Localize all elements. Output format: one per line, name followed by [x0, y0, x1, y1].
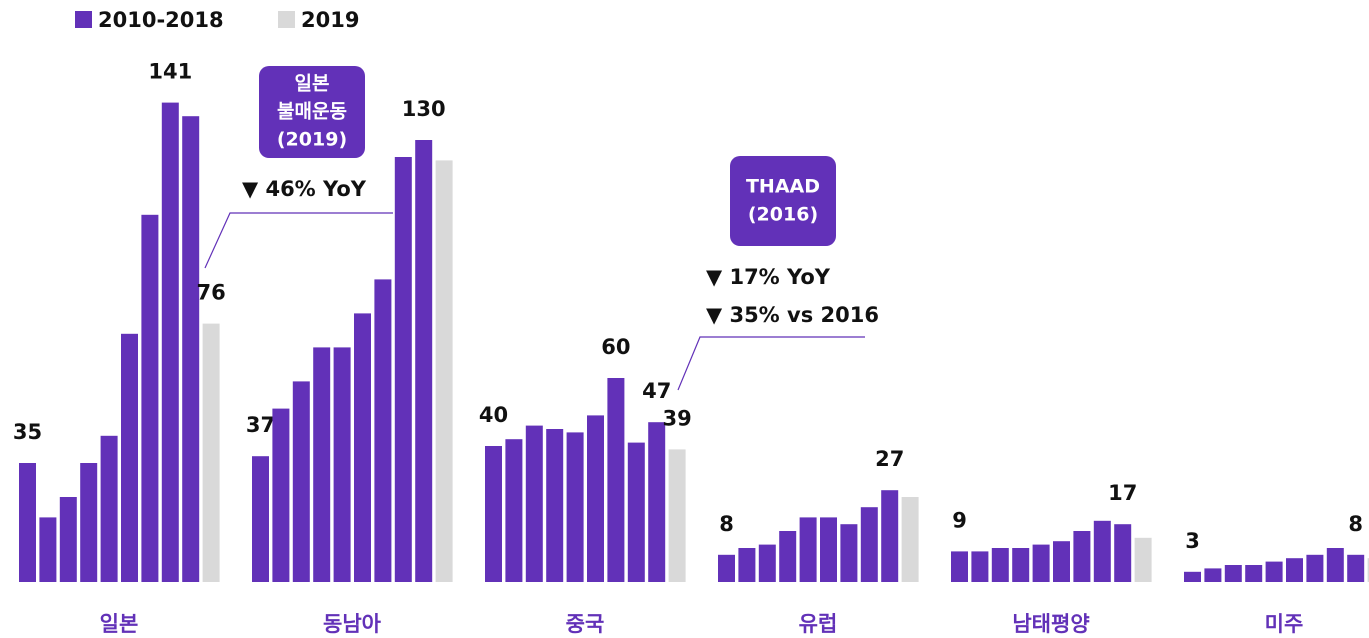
bar [1032, 544, 1050, 582]
bar [374, 279, 392, 582]
bar [19, 463, 36, 582]
bar [1093, 520, 1111, 582]
bar [100, 435, 118, 582]
legend-label: 2019 [301, 8, 359, 32]
data-label: 8 [1348, 512, 1363, 536]
bar [881, 490, 899, 582]
bar [971, 551, 989, 582]
annotation-text: (2016) [748, 204, 818, 226]
category-label: 미주 [1265, 612, 1304, 636]
bar [1245, 565, 1263, 582]
bar [840, 524, 858, 582]
bar [252, 456, 269, 582]
bar [1073, 531, 1091, 582]
bar [1367, 558, 1369, 582]
connector [204, 212, 393, 269]
annotation-note: ▼ 17% YoY [706, 265, 831, 289]
bar [525, 425, 543, 582]
bar [607, 378, 625, 582]
bar [820, 517, 837, 582]
bar [718, 554, 735, 582]
data-label: 9 [952, 508, 967, 532]
data-label: 40 [479, 403, 508, 427]
category-label: 동남아 [323, 612, 382, 636]
bar [292, 381, 310, 582]
data-label: 17 [1108, 481, 1137, 505]
bar [1184, 571, 1201, 582]
bar [354, 313, 371, 582]
data-label: 8 [719, 512, 734, 536]
annotation-note: ▼ 46% YoY [242, 177, 367, 201]
bar [39, 517, 57, 582]
connector [677, 336, 865, 391]
bar [1204, 568, 1222, 582]
data-label: 76 [196, 281, 225, 305]
category-label: 유럽 [799, 612, 838, 636]
bar [991, 548, 1009, 582]
bar [566, 432, 584, 582]
bar [758, 544, 776, 582]
data-label: 37 [246, 413, 275, 437]
bar [80, 463, 98, 582]
bar [1286, 558, 1303, 582]
bar [394, 157, 412, 582]
category-label: 남태평양 [1012, 612, 1089, 636]
legend-swatch [278, 11, 295, 28]
annotation-text: THAAD [746, 176, 820, 198]
bar [435, 160, 453, 582]
annotation-box [730, 156, 836, 246]
bar [415, 140, 433, 582]
bar [779, 531, 797, 582]
bar [1114, 524, 1132, 582]
bar [738, 548, 756, 582]
data-label: 47 [642, 379, 671, 403]
bar [121, 333, 138, 582]
bar [161, 102, 179, 582]
bar [313, 347, 331, 582]
annotation-text: 일본 [295, 73, 330, 95]
bar [799, 517, 817, 582]
annotation-text: 불매운동 [277, 101, 347, 123]
bar [1224, 565, 1242, 582]
bar [59, 497, 77, 582]
bar [485, 446, 502, 582]
bar [1012, 548, 1030, 582]
bar [1134, 537, 1152, 582]
bar [1306, 554, 1324, 582]
bar [1347, 554, 1365, 582]
data-label: 130 [402, 97, 446, 121]
annotation-text: (2019) [277, 129, 347, 151]
legend-swatch [75, 11, 92, 28]
bar [668, 449, 686, 582]
legend-label: 2010-2018 [98, 8, 224, 32]
bar [648, 422, 666, 582]
data-label: 27 [875, 447, 904, 471]
annotation-note: ▼ 35% vs 2016 [706, 303, 879, 327]
bar [1326, 548, 1344, 582]
bar [1053, 541, 1070, 582]
bar [1265, 561, 1283, 582]
category-label: 일본 [100, 612, 139, 636]
data-label: 3 [1185, 529, 1200, 553]
data-label: 39 [662, 406, 691, 430]
category-label: 중국 [566, 612, 605, 636]
bar [333, 347, 351, 582]
bar [627, 442, 645, 582]
data-label: 141 [148, 60, 192, 84]
bar [901, 497, 919, 582]
bar [182, 116, 200, 582]
bar [951, 551, 968, 582]
data-label: 35 [13, 420, 42, 444]
bar [272, 408, 290, 582]
annotation-box [259, 66, 365, 158]
bar [505, 439, 523, 582]
bar [546, 429, 564, 582]
bar [141, 214, 159, 583]
bar [587, 415, 604, 582]
bar [860, 507, 878, 582]
bar [202, 323, 220, 582]
data-label: 60 [601, 335, 630, 359]
